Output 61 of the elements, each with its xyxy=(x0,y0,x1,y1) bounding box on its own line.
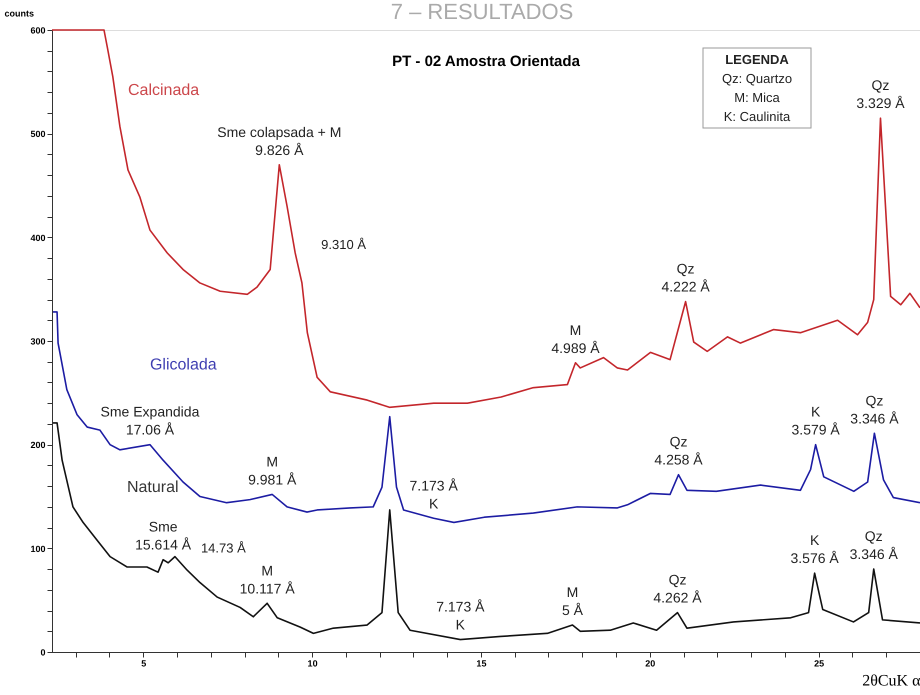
annotation: 4.258 Å xyxy=(654,452,704,468)
annotation: 9.310 Å xyxy=(321,236,366,252)
annotation: M: Mica xyxy=(734,90,781,105)
text: Natural xyxy=(126,478,179,496)
annotation: 4.989 Å xyxy=(551,340,600,356)
y-tick-label: 100 xyxy=(30,544,46,554)
annotation: 3.576 Å xyxy=(790,550,840,566)
annotation: M xyxy=(266,453,278,470)
annotation: 17.06 Å xyxy=(126,422,175,438)
annotation: 3.346 Å xyxy=(850,546,899,562)
annotation: 5 Å xyxy=(562,602,584,618)
annotation: 10.117 Å xyxy=(240,580,296,596)
line-series xyxy=(52,422,920,640)
annotation: M xyxy=(566,584,578,600)
annotation: K xyxy=(810,404,821,420)
x-axis-title: 2θCuK α xyxy=(862,672,920,690)
annotation: 7.173 Å xyxy=(410,477,458,494)
annotation: 9.981 Å xyxy=(248,471,297,488)
annotation: K xyxy=(456,616,466,633)
y-tick-label: 200 xyxy=(30,440,46,450)
annotation: M xyxy=(570,322,582,338)
annotation: 3.346 Å xyxy=(850,410,900,426)
x-tick-label: 10 xyxy=(308,658,318,668)
annotation: 4.262 Å xyxy=(653,590,702,606)
annotation: 14.73 Å xyxy=(200,540,246,556)
annotation: 3.579 Å xyxy=(792,422,840,438)
annotation: 3.329 Å xyxy=(856,95,906,112)
annotation: Qz xyxy=(864,528,883,544)
text: PT - 02 Amostra Orientada xyxy=(392,53,581,70)
annotation: 9.826 Å xyxy=(255,142,304,158)
y-tick-label: 500 xyxy=(30,129,46,140)
annotation: LEGENDA xyxy=(725,52,790,67)
x-tick-label: 15 xyxy=(476,658,486,668)
annotation: 15.614 Å xyxy=(135,536,192,553)
text: 7 – RESULTADOS xyxy=(390,0,574,24)
line-series xyxy=(52,311,920,524)
y-tick-label: 300 xyxy=(30,336,46,346)
y-tick-label: 400 xyxy=(30,232,46,243)
text: Glicolada xyxy=(150,356,217,374)
annotation: K xyxy=(428,495,439,512)
y-axis-title: counts xyxy=(4,8,34,18)
annotation: K: Caulinita xyxy=(724,109,792,124)
annotation: 7.173 Å xyxy=(436,598,486,615)
y-tick-label: 600 xyxy=(30,26,46,36)
annotation: Qz xyxy=(668,572,686,588)
x-tick-label: 20 xyxy=(645,658,656,668)
annotation: Sme Expandida xyxy=(100,404,200,420)
annotation: Qz xyxy=(670,434,688,450)
x-tick-label: 25 xyxy=(814,658,824,668)
annotation: Qz xyxy=(676,260,695,277)
y-tick-label: 0 xyxy=(40,648,46,658)
annotation: Sme colapsada + M xyxy=(217,124,342,140)
x-tick-label: 5 xyxy=(141,658,146,668)
annotation: M xyxy=(261,562,273,578)
annotation: Qz: Quartzo xyxy=(722,71,792,86)
annotation: 4.222 Å xyxy=(661,278,710,295)
annotation: Sme xyxy=(148,518,178,535)
annotation: Qz xyxy=(865,392,884,408)
annotation: K xyxy=(810,532,820,548)
annotation: Qz xyxy=(872,77,890,94)
series-label: Calcinada xyxy=(128,82,200,99)
